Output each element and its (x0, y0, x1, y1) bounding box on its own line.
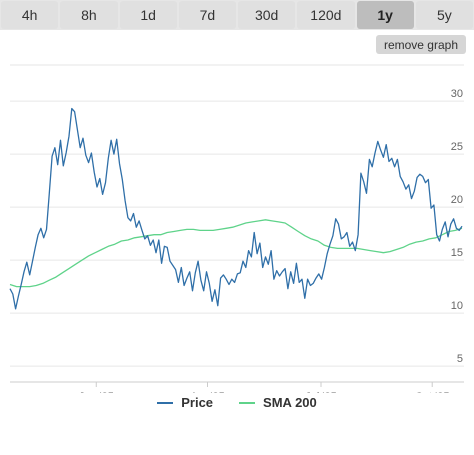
legend-item-price[interactable]: Price (157, 395, 213, 410)
tab-1y[interactable]: 1y (356, 1, 414, 29)
legend-label-sma: SMA 200 (263, 395, 317, 410)
tab-8h[interactable]: 8h (60, 1, 118, 29)
y-tick-label: 25 (451, 141, 463, 153)
y-tick-label: 15 (451, 247, 463, 259)
price-line-swatch (157, 401, 174, 404)
x-tick-label: Oct '25 (415, 391, 450, 393)
x-tick-label: Jul '25 (305, 391, 336, 393)
y-tick-label: 10 (451, 300, 463, 312)
price-chart: 5 10 15 20 25 30 Jan '25 Apr '25 Jul '25 Oct '25 (9, 64, 464, 393)
sma-line-swatch (239, 401, 256, 404)
chart-legend: Price SMA 200 (0, 395, 474, 410)
tab-7d[interactable]: 7d (178, 1, 236, 29)
x-tick-label: Apr '25 (190, 391, 225, 393)
y-tick-label: 30 (451, 88, 463, 100)
tab-4h[interactable]: 4h (1, 1, 59, 29)
y-tick-label: 5 (457, 353, 463, 365)
sma-200-line (9, 219, 463, 288)
legend-label-price: Price (181, 395, 214, 410)
timeframe-tabs: 4h 8h 1d 7d 30d 120d 1y 5y (0, 0, 474, 30)
price-line (9, 107, 463, 310)
legend-item-sma[interactable]: SMA 200 (239, 395, 317, 410)
tab-1d[interactable]: 1d (119, 1, 177, 29)
remove-graph-button[interactable]: remove graph (375, 35, 466, 54)
tab-30d[interactable]: 30d (238, 1, 296, 29)
tab-120d[interactable]: 120d (297, 1, 355, 29)
tab-5y[interactable]: 5y (415, 1, 473, 29)
y-tick-label: 20 (451, 194, 463, 206)
x-tick-label: Jan '25 (79, 391, 114, 393)
